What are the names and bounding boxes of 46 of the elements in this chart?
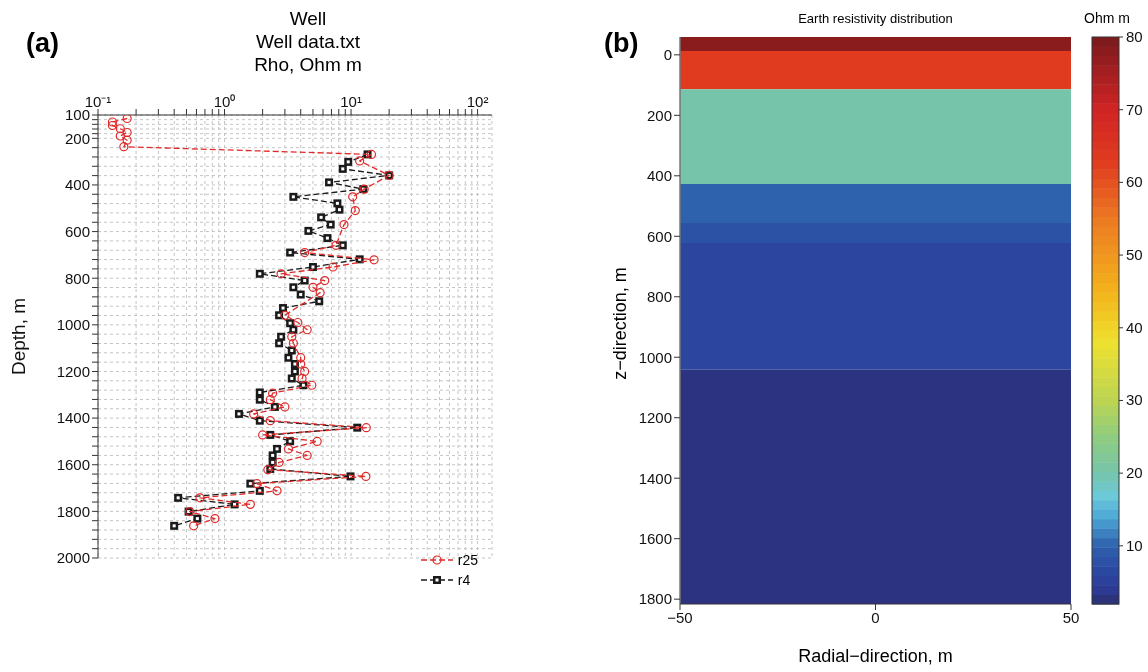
y-tick-label: 0 — [663, 46, 672, 64]
legend-label: r4 — [457, 572, 471, 588]
x-tick-label: 10⁰ — [213, 93, 236, 110]
color-bar-label: 40 — [1126, 318, 1143, 336]
y-tick-label: 800 — [64, 269, 90, 287]
x-axis-title: Radial−direction, m — [797, 646, 954, 667]
x-tick-label: 0 — [871, 608, 880, 626]
y-tick-label: 1600 — [56, 456, 90, 474]
color-bar-label: 10 — [1126, 536, 1143, 554]
x-tick-label: 10¹ — [340, 93, 362, 110]
y-tick-label: 600 — [646, 227, 672, 245]
y-tick-label: 400 — [64, 176, 90, 194]
y-tick-label: 600 — [64, 222, 90, 240]
color-bar-label: 50 — [1126, 246, 1143, 264]
x-tick-label: 50 — [1062, 608, 1080, 626]
chart-title: Earth resistivity distribution — [797, 11, 954, 26]
y-tick-label: 1800 — [638, 590, 672, 608]
y-tick-label: 1200 — [56, 362, 90, 380]
y-tick-label: 400 — [646, 167, 672, 185]
color-bar-label: 20 — [1126, 464, 1143, 482]
y-tick-label: 200 — [646, 106, 672, 124]
x-tick-label: −50 — [667, 608, 693, 626]
y-tick-label: 1000 — [56, 316, 90, 334]
x-axis-title: Rho, Ohm m — [253, 54, 363, 76]
y-tick-label: 1600 — [638, 530, 672, 548]
chart-title: Well — [288, 8, 328, 30]
legend-label: r25 — [457, 552, 478, 568]
y-tick-label: 1400 — [638, 469, 672, 487]
y-tick-label: 1400 — [56, 409, 90, 427]
color-bar-title: Ohm m — [1083, 10, 1131, 26]
y-tick-label: 800 — [646, 288, 672, 306]
color-bar-label: 60 — [1126, 173, 1143, 191]
y-tick-label: 200 — [64, 129, 90, 147]
y-tick-label: 1800 — [56, 502, 90, 520]
color-bar-label: 80 — [1126, 28, 1143, 45]
y-tick-label: 2000 — [56, 549, 90, 567]
text: (a) — [26, 28, 59, 59]
y-axis-title: z−direction, m — [609, 266, 631, 382]
y-axis-title: Depth, m — [7, 297, 29, 376]
x-tick-label: 10² — [466, 93, 489, 110]
color-bar-label: 30 — [1126, 391, 1143, 409]
color-bar-label: 70 — [1126, 100, 1143, 118]
text: (b) — [604, 28, 639, 59]
y-tick-label: 1000 — [638, 348, 672, 366]
y-tick-label: 1200 — [638, 409, 672, 427]
chart-subtitle: Well data.txt — [254, 31, 362, 53]
